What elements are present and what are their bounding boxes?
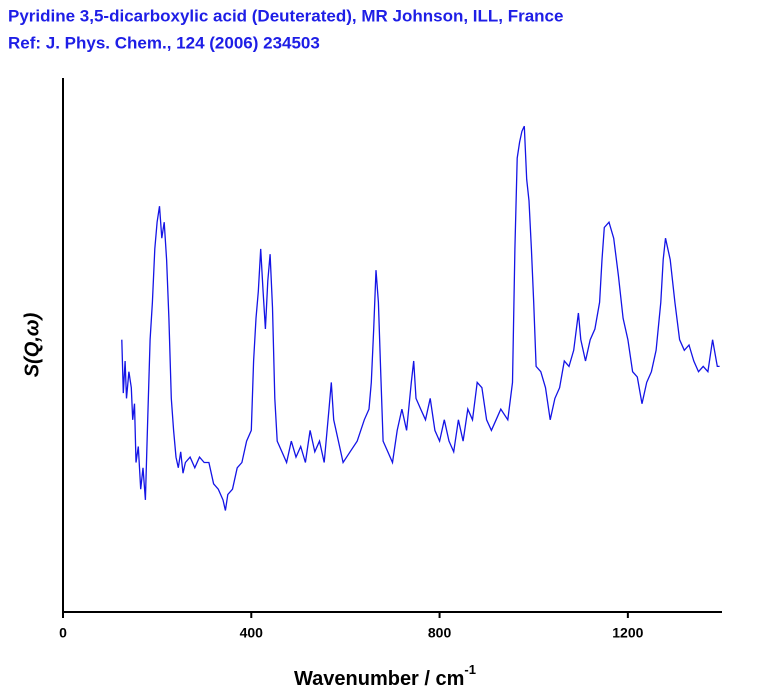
x-axis-label-main: Wavenumber / cm	[294, 668, 464, 690]
chart-subtitle: Ref: J. Phys. Chem., 124 (2006) 234503	[8, 33, 320, 52]
x-tick-label: 400	[240, 625, 264, 641]
x-axis-label-superscript: -1	[464, 662, 476, 677]
x-tick-label: 0	[59, 625, 67, 641]
x-axis-label: Wavenumber / cm-1	[294, 662, 476, 690]
chart-title: Pyridine 3,5-dicarboxylic acid (Deuterat…	[8, 6, 563, 25]
x-tick-label: 1200	[612, 625, 643, 641]
spectrum-line	[121, 125, 720, 511]
x-tick-label: 800	[428, 625, 452, 641]
y-axis-label: S(Q,ω)	[21, 312, 43, 377]
